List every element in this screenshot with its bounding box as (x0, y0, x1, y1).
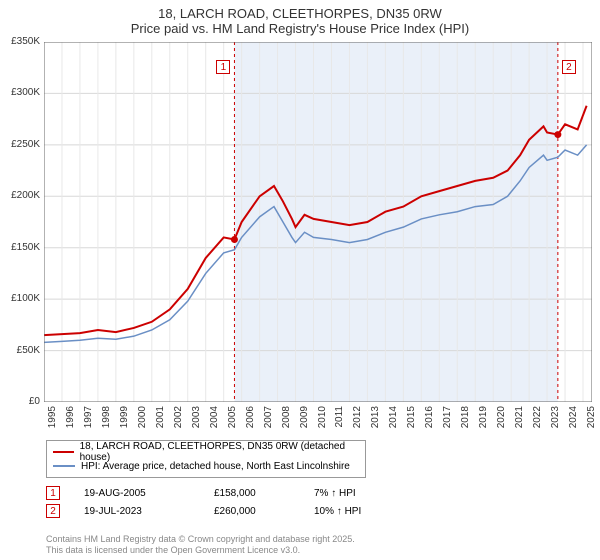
x-tick-label: 2000 (137, 406, 148, 442)
marker-price-1: £260,000 (214, 506, 314, 517)
x-tick-label: 2008 (281, 406, 292, 442)
x-tick-label: 2001 (155, 406, 166, 442)
x-tick-label: 1998 (101, 406, 112, 442)
plot-marker-2: 2 (562, 60, 576, 74)
x-tick-label: 2019 (478, 406, 489, 442)
x-tick-label: 2009 (299, 406, 310, 442)
x-tick-label: 2017 (442, 406, 453, 442)
x-tick-label: 2015 (406, 406, 417, 442)
x-tick-label: 2004 (209, 406, 220, 442)
x-tick-label: 1996 (65, 406, 76, 442)
x-tick-label: 2006 (245, 406, 256, 442)
x-tick-label: 2020 (496, 406, 507, 442)
plot-marker-1: 1 (216, 60, 230, 74)
x-tick-label: 2022 (532, 406, 543, 442)
y-tick-label: £100K (0, 293, 40, 304)
y-tick-label: £300K (0, 87, 40, 98)
x-tick-label: 2012 (352, 406, 363, 442)
x-tick-label: 2010 (317, 406, 328, 442)
x-tick-label: 1995 (47, 406, 58, 442)
footer-line1: Contains HM Land Registry data © Crown c… (46, 534, 355, 545)
marker-idx-0: 1 (46, 486, 60, 500)
marker-table: 1 19-AUG-2005 £158,000 7% ↑ HPI 2 19-JUL… (46, 484, 414, 520)
footer-line2: This data is licensed under the Open Gov… (46, 545, 355, 556)
x-tick-label: 2016 (424, 406, 435, 442)
x-tick-label: 2003 (191, 406, 202, 442)
legend-line-0 (53, 451, 74, 453)
footer: Contains HM Land Registry data © Crown c… (46, 534, 355, 556)
y-tick-label: £0 (0, 396, 40, 407)
y-tick-label: £50K (0, 345, 40, 356)
x-tick-label: 2018 (460, 406, 471, 442)
y-tick-label: £350K (0, 36, 40, 47)
x-tick-label: 1997 (83, 406, 94, 442)
legend-box: 18, LARCH ROAD, CLEETHORPES, DN35 0RW (d… (46, 440, 366, 478)
title-line1: 18, LARCH ROAD, CLEETHORPES, DN35 0RW (0, 6, 600, 21)
marker-pct-1: 10% ↑ HPI (314, 506, 414, 517)
marker-row-1: 2 19-JUL-2023 £260,000 10% ↑ HPI (46, 502, 414, 520)
y-tick-label: £250K (0, 139, 40, 150)
plot-area (44, 42, 592, 402)
x-tick-label: 1999 (119, 406, 130, 442)
x-tick-label: 2025 (586, 406, 597, 442)
legend-line-1 (53, 465, 75, 467)
x-tick-label: 2024 (568, 406, 579, 442)
x-tick-label: 2005 (227, 406, 238, 442)
marker-date-1: 19-JUL-2023 (84, 506, 214, 517)
title-block: 18, LARCH ROAD, CLEETHORPES, DN35 0RW Pr… (0, 0, 600, 36)
y-tick-label: £150K (0, 242, 40, 253)
marker-row-0: 1 19-AUG-2005 £158,000 7% ↑ HPI (46, 484, 414, 502)
x-tick-label: 2013 (370, 406, 381, 442)
x-tick-label: 2021 (514, 406, 525, 442)
title-line2: Price paid vs. HM Land Registry's House … (0, 21, 600, 36)
legend-label-1: HPI: Average price, detached house, Nort… (81, 461, 350, 472)
x-tick-label: 2014 (388, 406, 399, 442)
x-tick-label: 2007 (263, 406, 274, 442)
marker-idx-1: 2 (46, 504, 60, 518)
marker-price-0: £158,000 (214, 488, 314, 499)
marker-date-0: 19-AUG-2005 (84, 488, 214, 499)
legend-row-1: HPI: Average price, detached house, Nort… (53, 459, 359, 473)
chart-container: 18, LARCH ROAD, CLEETHORPES, DN35 0RW Pr… (0, 0, 600, 560)
x-tick-label: 2002 (173, 406, 184, 442)
marker-pct-0: 7% ↑ HPI (314, 488, 414, 499)
x-tick-label: 2023 (550, 406, 561, 442)
legend-row-0: 18, LARCH ROAD, CLEETHORPES, DN35 0RW (d… (53, 445, 359, 459)
y-tick-label: £200K (0, 190, 40, 201)
plot-svg (44, 42, 592, 402)
x-tick-label: 2011 (334, 406, 345, 442)
